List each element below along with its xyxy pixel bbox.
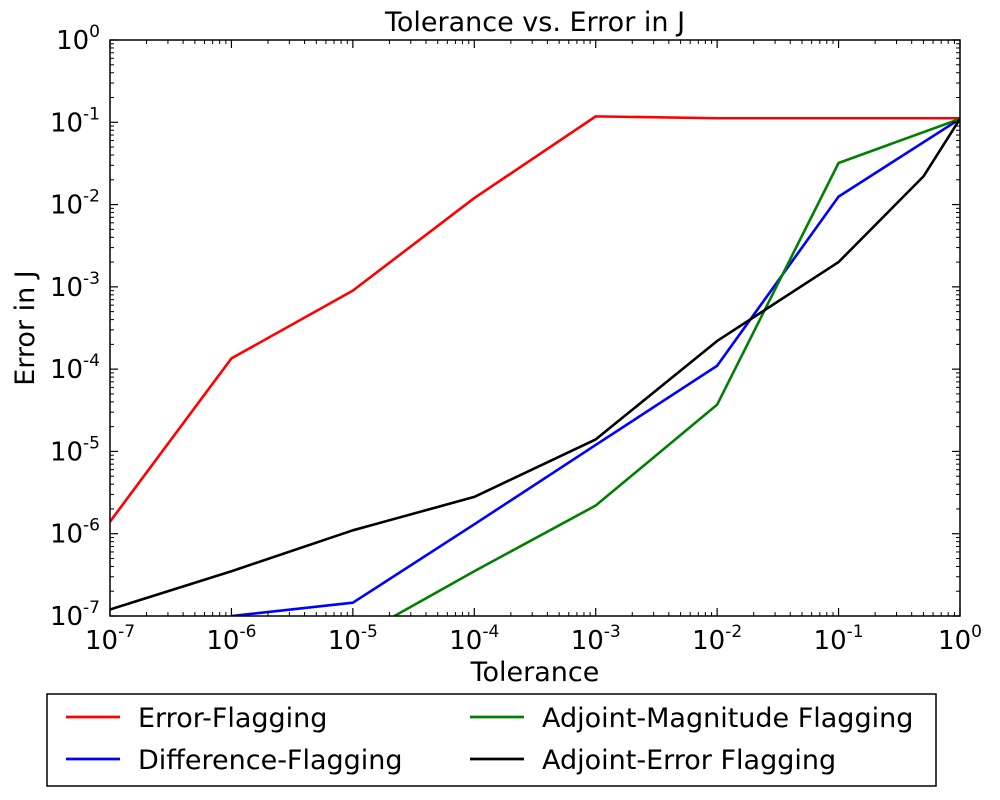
x-axis-label: Tolerance	[470, 657, 600, 688]
plot-frame	[109, 39, 961, 617]
y-tick-label-0: 10-7	[50, 598, 100, 632]
x-tick-exponent-5: -2	[725, 622, 742, 642]
x-tick-base-7: 10	[938, 626, 971, 656]
y-tick-exponent-1: -6	[83, 516, 100, 536]
y-tick-label-1: 10-6	[50, 516, 100, 550]
y-tick-exponent-3: -4	[83, 351, 100, 371]
y-tick-base-7: 10	[56, 26, 89, 56]
series-line-2	[393, 117, 960, 616]
legend: Error-Flagging Difference-Flagging Adjoint…	[46, 693, 937, 787]
y-tick-label-7: 100	[56, 22, 100, 56]
x-tick-exponent-1: -6	[239, 622, 256, 642]
x-tick-base-5: 10	[692, 626, 725, 656]
legend-label-0: Error-Flagging	[138, 703, 327, 734]
y-tick-exponent-0: -7	[83, 598, 100, 618]
x-tick-label-4: 10-3	[571, 622, 621, 656]
legend-label-2: Adjoint-Magnitude Flagging	[542, 703, 913, 734]
x-tick-base-2: 10	[328, 626, 361, 656]
series-layer	[110, 115, 960, 616]
series-line-3	[110, 118, 960, 611]
y-tick-base-4: 10	[50, 273, 83, 303]
x-tick-label-7: 100	[938, 622, 982, 656]
y-tick-base-1: 10	[50, 520, 83, 550]
x-tick-label-5: 10-2	[692, 622, 742, 656]
y-tick-base-0: 10	[50, 602, 83, 632]
x-axis: 10-7 10-6 10-5 10-4 10-3 10-2 10-1 100	[85, 40, 982, 656]
y-tick-base-2: 10	[50, 437, 83, 467]
y-axis-label: Error in J	[10, 270, 41, 386]
x-tick-label-2: 10-5	[328, 622, 378, 656]
y-tick-exponent-6: -1	[83, 104, 100, 124]
y-tick-exponent-5: -2	[83, 187, 100, 207]
x-tick-exponent-0: -7	[118, 622, 135, 642]
x-tick-label-0: 10-7	[85, 622, 135, 656]
y-tick-label-5: 10-2	[50, 187, 100, 221]
y-tick-base-3: 10	[50, 355, 83, 385]
y-tick-label-6: 10-1	[50, 104, 100, 138]
x-tick-base-1: 10	[206, 626, 239, 656]
y-tick-label-3: 10-4	[50, 351, 100, 385]
legend-entries: Error-Flagging Difference-Flagging Adjoint…	[66, 703, 913, 776]
x-tick-exponent-2: -5	[361, 622, 378, 642]
y-tick-base-6: 10	[50, 108, 83, 138]
x-tick-exponent-7: 0	[971, 622, 982, 642]
series-line-0	[110, 115, 960, 523]
legend-label-1: Difference-Flagging	[138, 745, 403, 776]
legend-label-3: Adjoint-Error Flagging	[542, 745, 836, 776]
series-line-1	[231, 117, 960, 616]
x-tick-base-6: 10	[814, 626, 847, 656]
y-tick-exponent-2: -5	[83, 433, 100, 453]
y-tick-exponent-4: -3	[83, 269, 100, 289]
y-tick-label-4: 10-3	[50, 269, 100, 303]
y-tick-label-2: 10-5	[50, 433, 100, 467]
x-tick-label-1: 10-6	[206, 622, 256, 656]
y-tick-exponent-7: 0	[89, 22, 100, 42]
chart-title: Tolerance vs. Error in J	[384, 7, 685, 38]
x-tick-exponent-3: -4	[482, 622, 499, 642]
x-tick-base-0: 10	[85, 626, 118, 656]
x-tick-exponent-6: -1	[847, 622, 864, 642]
x-tick-base-4: 10	[571, 626, 604, 656]
y-tick-base-5: 10	[50, 191, 83, 221]
x-tick-label-3: 10-4	[449, 622, 499, 656]
x-tick-label-6: 10-1	[814, 622, 864, 656]
x-tick-exponent-4: -3	[604, 622, 621, 642]
legend-box	[46, 693, 937, 787]
x-tick-base-3: 10	[449, 626, 482, 656]
